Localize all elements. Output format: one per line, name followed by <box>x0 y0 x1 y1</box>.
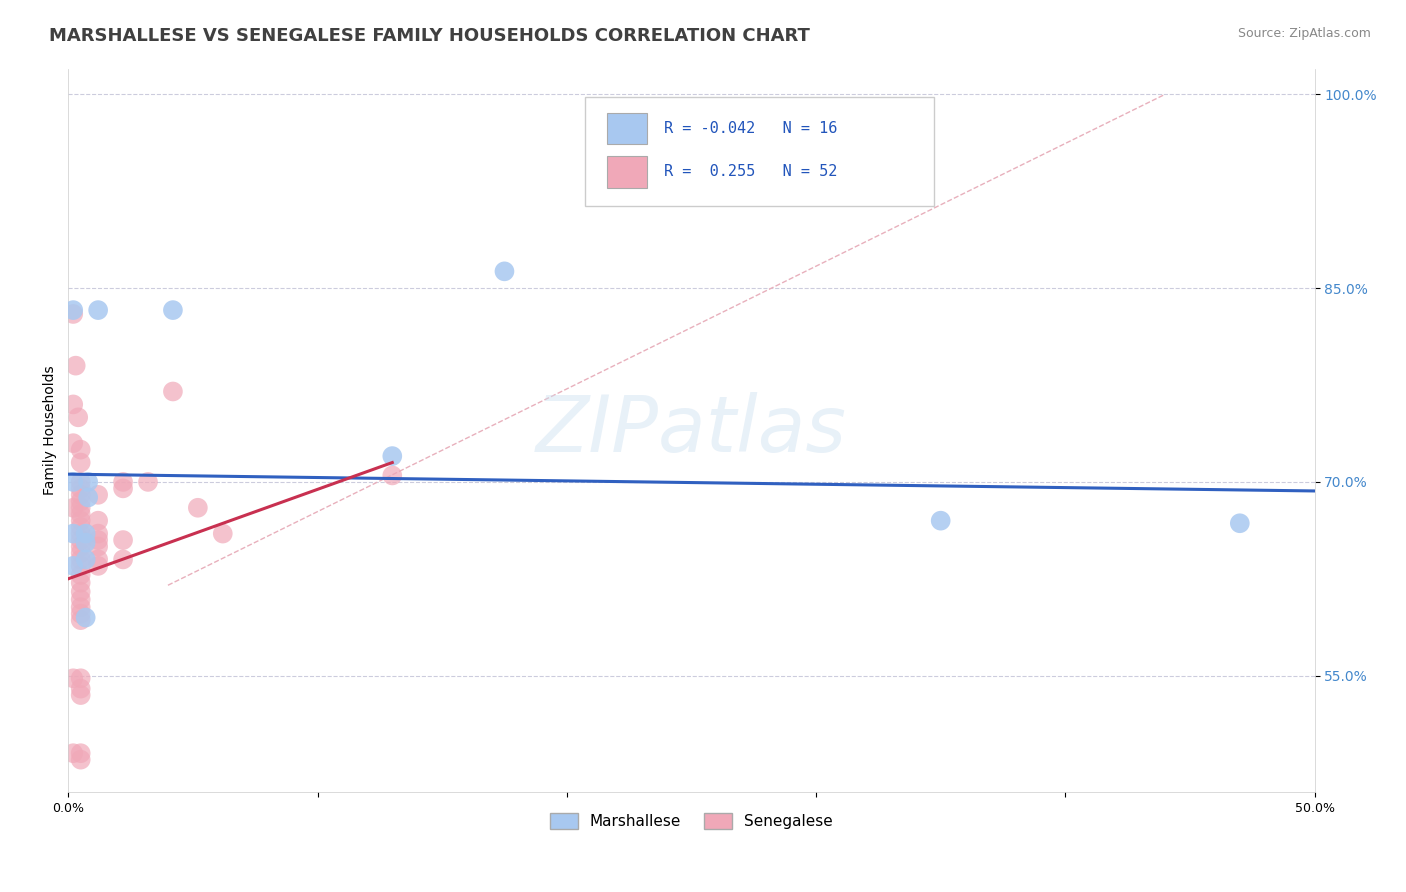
Point <box>494 264 516 278</box>
Point <box>136 475 159 489</box>
Y-axis label: Family Households: Family Households <box>44 366 58 495</box>
Point <box>112 533 135 547</box>
Point <box>69 546 91 560</box>
FancyBboxPatch shape <box>585 97 935 206</box>
Point <box>62 397 84 411</box>
Point <box>87 552 110 566</box>
Point <box>112 475 135 489</box>
Point <box>75 552 97 566</box>
Point <box>62 526 84 541</box>
Point <box>69 575 91 590</box>
Point <box>69 592 91 607</box>
Point <box>929 514 952 528</box>
Point <box>62 746 84 760</box>
Point <box>69 568 91 582</box>
Point <box>69 475 91 489</box>
Point <box>69 613 91 627</box>
Bar <box>606 156 647 188</box>
Point <box>112 482 135 496</box>
Point <box>62 500 84 515</box>
Point <box>75 610 97 624</box>
Point <box>62 475 84 489</box>
Point <box>162 303 184 318</box>
Point <box>69 442 91 457</box>
Point <box>62 303 84 318</box>
Point <box>162 384 184 399</box>
Text: R =  0.255   N = 52: R = 0.255 N = 52 <box>664 164 838 179</box>
Point <box>87 488 110 502</box>
Point <box>69 753 91 767</box>
Point <box>69 688 91 702</box>
Point <box>77 491 100 505</box>
Point <box>87 526 110 541</box>
Point <box>69 488 91 502</box>
Point <box>187 500 209 515</box>
Point <box>69 584 91 599</box>
Point <box>77 475 100 489</box>
Point <box>1229 516 1251 531</box>
Point <box>87 303 110 318</box>
Point <box>381 468 404 483</box>
Point <box>69 526 91 541</box>
Point <box>69 482 91 496</box>
Point <box>69 456 91 470</box>
Point <box>62 671 84 685</box>
Text: R = -0.042   N = 16: R = -0.042 N = 16 <box>664 121 838 136</box>
Point <box>62 307 84 321</box>
Point <box>69 600 91 615</box>
Point <box>69 607 91 621</box>
Point <box>69 533 91 547</box>
Point <box>69 500 91 515</box>
Point <box>69 681 91 696</box>
Point <box>69 746 91 760</box>
Point <box>75 526 97 541</box>
Point <box>112 552 135 566</box>
Point <box>69 514 91 528</box>
Point <box>65 359 87 373</box>
Point <box>87 558 110 573</box>
Point <box>69 494 91 508</box>
Text: Source: ZipAtlas.com: Source: ZipAtlas.com <box>1237 27 1371 40</box>
Point <box>69 540 91 554</box>
Point <box>87 540 110 554</box>
Legend: Marshallese, Senegalese: Marshallese, Senegalese <box>544 806 839 835</box>
Point <box>87 533 110 547</box>
Bar <box>606 112 647 145</box>
Point <box>69 558 91 573</box>
Point <box>381 449 404 463</box>
Point <box>62 558 84 573</box>
Point <box>87 514 110 528</box>
Point <box>211 526 233 541</box>
Point <box>67 410 90 425</box>
Point <box>69 520 91 534</box>
Point <box>69 671 91 685</box>
Point <box>75 535 97 549</box>
Point <box>69 552 91 566</box>
Text: ZIPatlas: ZIPatlas <box>536 392 846 468</box>
Point <box>69 507 91 521</box>
Text: MARSHALLESE VS SENEGALESE FAMILY HOUSEHOLDS CORRELATION CHART: MARSHALLESE VS SENEGALESE FAMILY HOUSEHO… <box>49 27 810 45</box>
Point <box>62 436 84 450</box>
